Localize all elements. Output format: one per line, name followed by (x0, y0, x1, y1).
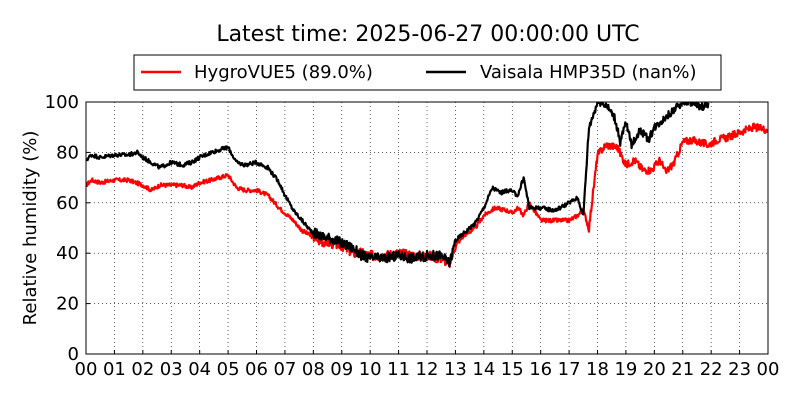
x-tick-label: 12 (416, 359, 439, 380)
x-tick-label: 20 (643, 359, 666, 380)
y-tick-label: 60 (56, 193, 79, 214)
x-tick-label: 11 (387, 359, 410, 380)
x-tick-label: 08 (302, 359, 325, 380)
plot-frame (85, 101, 769, 355)
legend: HygroVUE5 (89.0%) Vaisala HMP35D (nan%) (133, 54, 722, 91)
x-tick-label: 22 (700, 359, 723, 380)
y-tick-label: 0 (68, 344, 79, 365)
x-tick-label: 18 (586, 359, 609, 380)
x-tick-label: 00 (757, 359, 780, 380)
x-tick-label: 10 (359, 359, 382, 380)
legend-label-hygrovue5: HygroVUE5 (89.0%) (194, 62, 373, 83)
legend-label-vaisala: Vaisala HMP35D (nan%) (480, 62, 697, 83)
x-tick-label: 01 (103, 359, 126, 380)
y-axis-label: Relative humidity (%) (20, 131, 41, 326)
y-tick-label: 100 (45, 92, 79, 113)
x-tick-label: 07 (273, 359, 296, 380)
series-lines (86, 102, 768, 269)
x-tick-label: 02 (131, 359, 154, 380)
x-tick-label: 19 (614, 359, 637, 380)
x-tick-label: 06 (245, 359, 268, 380)
series-line-0 (86, 122, 768, 269)
x-tick-label: 16 (529, 359, 552, 380)
x-tick-label: 09 (330, 359, 353, 380)
y-tick-label: 40 (56, 243, 79, 264)
y-tick-label: 80 (56, 142, 79, 163)
x-tick-label: 00 (75, 359, 98, 380)
x-tick-label: 04 (188, 359, 211, 380)
x-tick-label: 05 (217, 359, 240, 380)
grid-lines (85, 101, 769, 355)
x-tick-label: 21 (671, 359, 694, 380)
x-tick-label: 14 (472, 359, 495, 380)
series-line-1 (86, 102, 710, 268)
x-tick-labels: 00 01 02 03 04 05 06 07 08 09 10 11 12 13 14 15 16 17 18 19… (75, 359, 780, 380)
x-tick-label: 13 (444, 359, 467, 380)
x-tick-label: 23 (728, 359, 751, 380)
x-tick-label: 15 (501, 359, 524, 380)
x-tick-label: 17 (558, 359, 581, 380)
chart-title: Latest time: 2025-06-27 00:00:00 UTC (216, 22, 639, 47)
x-tick-label: 03 (160, 359, 183, 380)
y-tick-labels: 0 20 40 60 80 100 (45, 92, 79, 365)
y-tick-label: 20 (56, 294, 79, 315)
